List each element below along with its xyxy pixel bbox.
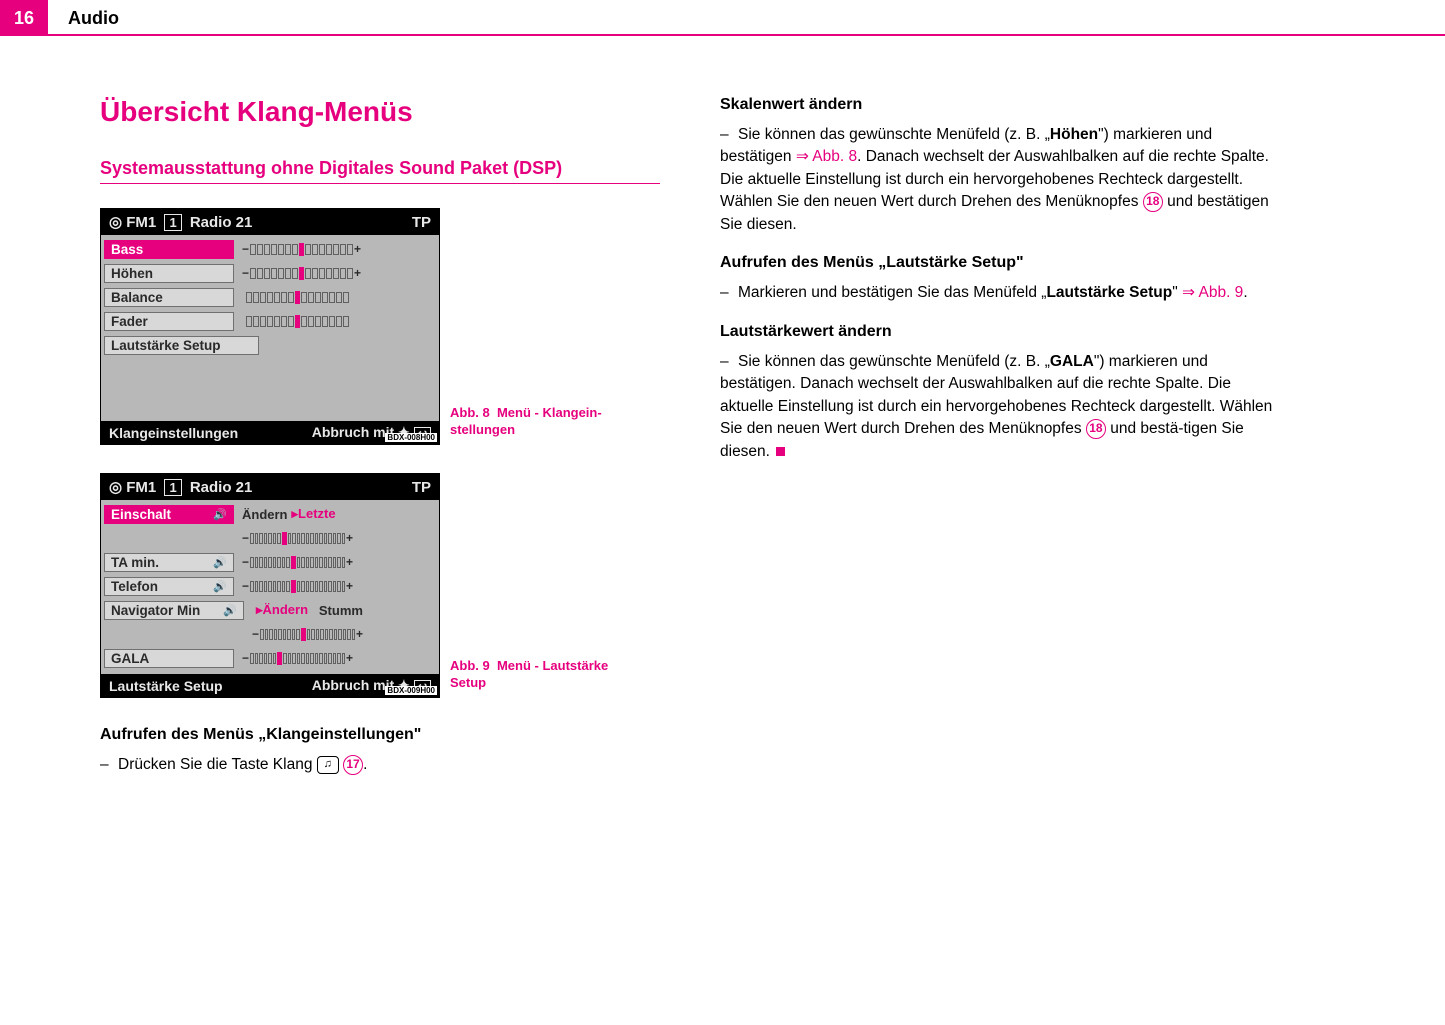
- page-number: 16: [0, 0, 48, 34]
- speaker-icon: 🔊: [213, 580, 227, 593]
- station-name: Radio 21: [190, 214, 253, 231]
- ref-17: 17: [343, 755, 363, 775]
- display-panel-klang: ◎ FM1 1 Radio 21 TP Bass − + Höhen − + B…: [100, 208, 440, 445]
- slider-hoehen: − +: [242, 266, 361, 280]
- figure-caption-8: Abb. 8 Menü - Klangein-stellungen: [450, 405, 630, 445]
- slider-telefon: − +: [242, 579, 353, 593]
- slider-bass: − +: [242, 242, 361, 256]
- tp-indicator: TP: [412, 479, 431, 496]
- ref-18: 18: [1086, 419, 1106, 439]
- value-aendern: ▸Ändern: [256, 602, 308, 618]
- band-label: FM1: [126, 214, 156, 231]
- music-key-icon: ♫: [317, 756, 339, 774]
- menu-item-balance[interactable]: Balance: [104, 288, 234, 307]
- value-stumm: Stumm: [319, 603, 363, 618]
- panel-footer-right: Abbruch mit: [312, 677, 394, 693]
- para-klang-press: –Drücken Sie die Taste Klang ♫ 17.: [100, 754, 660, 776]
- menu-item-telefon[interactable]: Telefon🔊: [104, 577, 234, 596]
- menu-item-ta-min[interactable]: TA min.🔊: [104, 553, 234, 572]
- tp-indicator: TP: [412, 214, 431, 231]
- image-code: BDX-009H00: [385, 686, 437, 695]
- slider-nav: − +: [252, 627, 363, 641]
- slider-einschalt: − +: [242, 531, 353, 545]
- end-marker-icon: [776, 447, 785, 456]
- slider-balance: [242, 290, 349, 304]
- subtitle: Systemausstattung ohne Digitales Sound P…: [100, 158, 660, 184]
- heading-skalen: Skalenwert ändern: [720, 96, 1280, 114]
- menu-item-laut-setup[interactable]: Lautstärke Setup: [104, 336, 259, 355]
- para-laut-setup: –Markieren und bestätigen Sie das Menüfe…: [720, 282, 1280, 304]
- menu-item-nav-min[interactable]: Navigator Min🔊: [104, 601, 244, 620]
- value-aendern: Ändern: [242, 507, 288, 522]
- ref-abb9: ⇒ Abb. 9: [1182, 284, 1243, 301]
- menu-item-einschalt[interactable]: Einschalt🔊: [104, 505, 234, 524]
- menu-item-gala[interactable]: GALA: [104, 649, 234, 668]
- preset-number: 1: [164, 214, 181, 231]
- ref-18: 18: [1143, 192, 1163, 212]
- slider-gala: − +: [242, 651, 353, 665]
- para-skalen: –Sie können das gewünschte Menüfeld (z. …: [720, 124, 1280, 236]
- panel-footer-right: Abbruch mit: [312, 424, 394, 440]
- heading-laut-setup: Aufrufen des Menüs „Lautstärke Setup": [720, 254, 1280, 272]
- para-laut-wert: –Sie können das gewünschte Menüfeld (z. …: [720, 351, 1280, 463]
- speaker-icon: 🔊: [213, 508, 227, 521]
- target-icon: ◎ FM1 1 Radio 21: [109, 213, 252, 231]
- speaker-icon: 🔊: [223, 604, 237, 617]
- panel-footer-left: Lautstärke Setup: [109, 678, 223, 694]
- page-title: Übersicht Klang-Menüs: [100, 96, 660, 128]
- figure-caption-9: Abb. 9 Menü - Lautstärke Setup: [450, 658, 630, 698]
- target-icon: ◎ FM1 1 Radio 21: [109, 478, 252, 496]
- menu-item-fader[interactable]: Fader: [104, 312, 234, 331]
- heading-klang: Aufrufen des Menüs „Klangeinstellungen": [100, 726, 660, 744]
- value-letzte: ▸Letzte: [292, 506, 336, 522]
- preset-number: 1: [164, 479, 181, 496]
- menu-item-bass[interactable]: Bass: [104, 240, 234, 259]
- station-name: Radio 21: [190, 479, 253, 496]
- section-title: Audio: [48, 0, 139, 34]
- ref-abb8: ⇒ Abb. 8: [796, 148, 857, 165]
- image-code: BDX-008H00: [385, 433, 437, 442]
- display-panel-lautstaerke: ◎ FM1 1 Radio 21 TP Einschalt🔊 Ändern ▸L…: [100, 473, 440, 698]
- heading-laut-wert: Lautstärkewert ändern: [720, 323, 1280, 341]
- page-header: 16 Audio: [0, 0, 1445, 36]
- slider-fader: [242, 314, 349, 328]
- panel-footer-left: Klangeinstellungen: [109, 425, 238, 441]
- band-label: FM1: [126, 479, 156, 496]
- speaker-icon: 🔊: [213, 556, 227, 569]
- slider-ta: − +: [242, 555, 353, 569]
- menu-item-hoehen[interactable]: Höhen: [104, 264, 234, 283]
